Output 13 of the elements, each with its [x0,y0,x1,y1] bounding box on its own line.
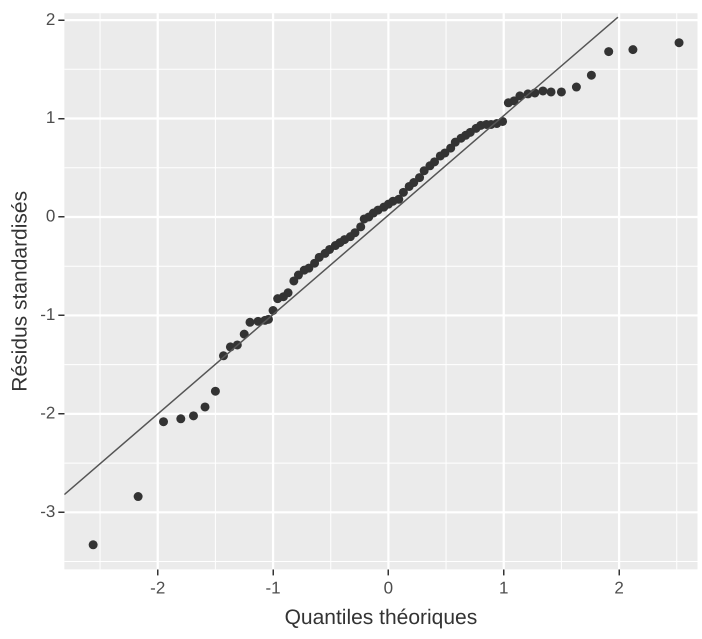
x-tick-label: -2 [150,578,166,598]
y-tick-label: 1 [46,108,56,128]
y-tick-label: 0 [46,206,56,226]
y-axis-title: Résidus standardisés [8,190,32,392]
x-tick-label: -1 [266,578,281,598]
x-tick-label: 2 [614,578,624,598]
x-tick-label: 0 [384,578,394,598]
y-tick-label: -3 [40,502,56,521]
y-tick-label: 2 [46,10,56,29]
y-tick-label: -2 [40,404,56,423]
y-tick-label: -1 [40,305,56,324]
x-tick-label: 1 [499,578,508,598]
x-axis-title: Quantiles théoriques [284,606,478,630]
